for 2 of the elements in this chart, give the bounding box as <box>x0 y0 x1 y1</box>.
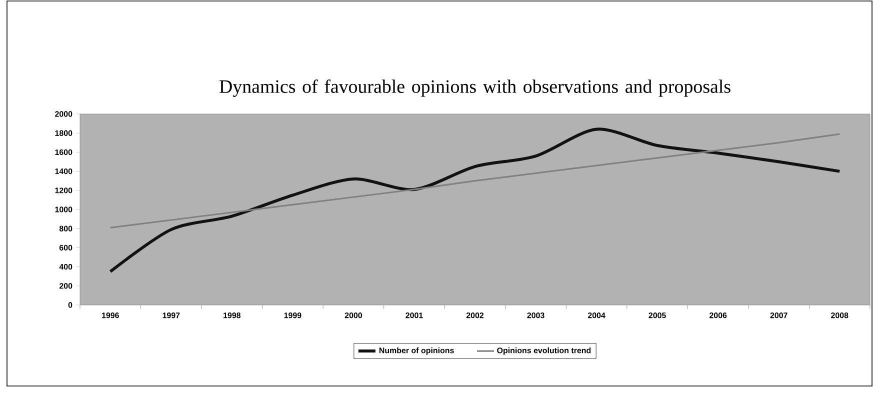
chart-title: Dynamics of favourable opinions with observations and proposals <box>220 79 730 97</box>
line-series <box>108 128 842 274</box>
